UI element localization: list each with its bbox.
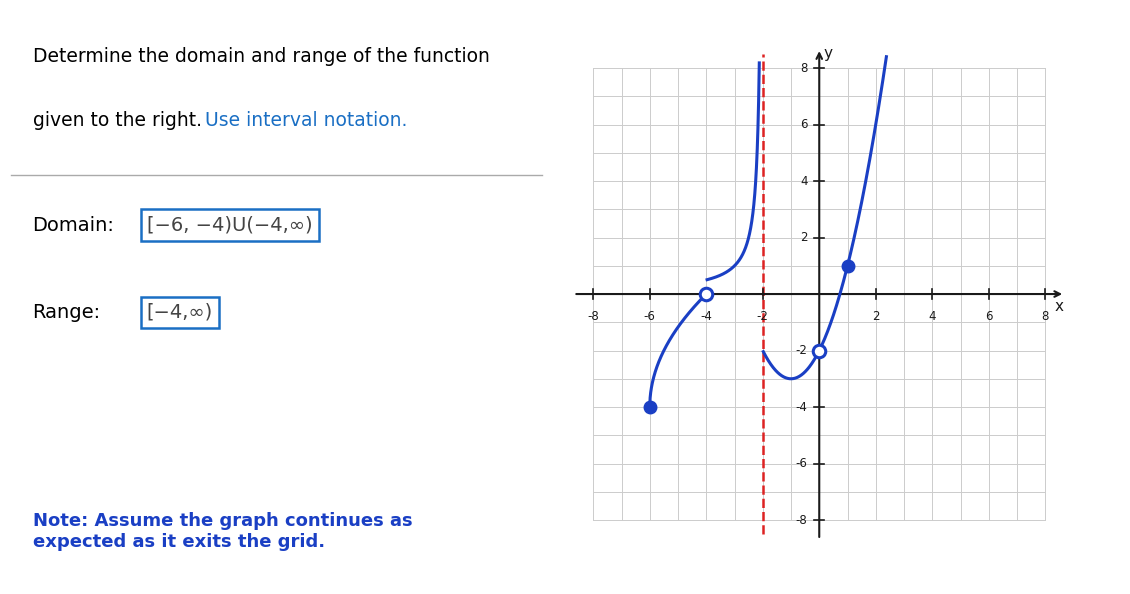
Text: y: y [824, 46, 833, 61]
Text: Range:: Range: [33, 303, 101, 322]
Text: 8: 8 [800, 62, 807, 74]
Text: -4: -4 [796, 400, 807, 413]
Text: 6: 6 [985, 311, 992, 323]
Text: 4: 4 [929, 311, 936, 323]
Text: -8: -8 [796, 514, 807, 526]
Text: -4: -4 [701, 311, 712, 323]
Text: 2: 2 [872, 311, 879, 323]
Text: Note: Assume the graph continues as
expected as it exits the grid.: Note: Assume the graph continues as expe… [33, 513, 412, 551]
Text: 2: 2 [800, 231, 807, 244]
Text: [−6, −4)U(−4,∞): [−6, −4)U(−4,∞) [147, 216, 312, 235]
Text: 8: 8 [1042, 311, 1049, 323]
Text: x: x [1055, 299, 1063, 314]
Text: -8: -8 [588, 311, 599, 323]
Text: Determine the domain and range of the function: Determine the domain and range of the fu… [33, 47, 489, 66]
Text: Use interval notation.: Use interval notation. [206, 110, 408, 129]
Text: [−4,∞): [−4,∞) [147, 303, 212, 322]
Text: 6: 6 [800, 118, 807, 131]
Text: Domain:: Domain: [33, 216, 114, 235]
Text: -2: -2 [796, 344, 807, 357]
Text: -2: -2 [757, 311, 768, 323]
Text: -6: -6 [796, 457, 807, 470]
Text: -6: -6 [644, 311, 655, 323]
Text: given to the right.: given to the right. [33, 110, 208, 129]
Text: 4: 4 [800, 175, 807, 188]
